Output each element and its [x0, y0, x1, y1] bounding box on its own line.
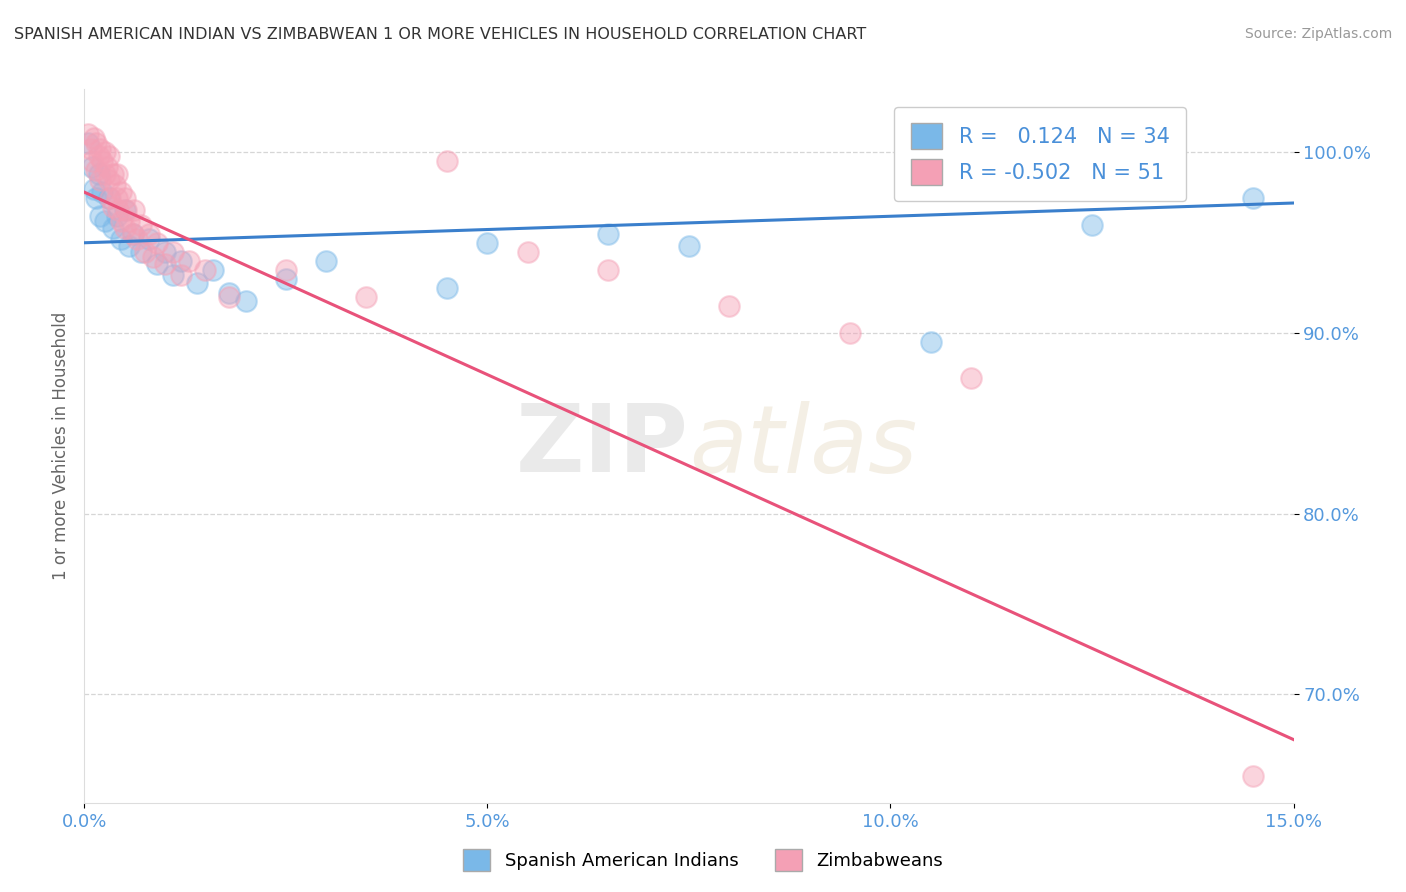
- Point: [218, 290, 240, 304]
- Point: [235, 293, 257, 308]
- Point: [105, 191, 128, 205]
- Point: [960, 371, 983, 385]
- Point: [134, 244, 156, 259]
- Point: [114, 191, 136, 205]
- Point: [598, 227, 620, 241]
- Point: [96, 160, 118, 174]
- Point: [97, 149, 120, 163]
- Point: [114, 221, 136, 235]
- Text: ZIP: ZIP: [516, 400, 689, 492]
- Point: [920, 335, 942, 350]
- Point: [153, 244, 176, 259]
- Point: [83, 181, 105, 195]
- Point: [97, 172, 120, 186]
- Point: [146, 235, 169, 250]
- Point: [194, 263, 217, 277]
- Point: [598, 263, 620, 277]
- Y-axis label: 1 or more Vehicles in Household: 1 or more Vehicles in Household: [52, 312, 70, 580]
- Text: SPANISH AMERICAN INDIAN VS ZIMBABWEAN 1 OR MORE VEHICLES IN HOUSEHOLD CORRELATIO: SPANISH AMERICAN INDIAN VS ZIMBABWEAN 1 …: [14, 27, 866, 42]
- Point: [101, 167, 124, 181]
- Point: [110, 232, 132, 246]
- Point: [678, 239, 700, 253]
- Point: [138, 232, 160, 246]
- Point: [82, 154, 104, 169]
- Point: [202, 263, 225, 277]
- Point: [104, 178, 127, 192]
- Point: [1241, 769, 1264, 783]
- Point: [186, 276, 208, 290]
- Point: [114, 203, 136, 218]
- Point: [89, 209, 111, 223]
- Point: [436, 154, 458, 169]
- Point: [93, 145, 115, 160]
- Point: [118, 214, 141, 228]
- Point: [516, 244, 538, 259]
- Point: [77, 128, 100, 142]
- Text: Source: ZipAtlas.com: Source: ZipAtlas.com: [1244, 27, 1392, 41]
- Point: [86, 163, 108, 178]
- Point: [110, 214, 132, 228]
- Point: [121, 227, 143, 241]
- Point: [86, 136, 108, 151]
- Point: [77, 136, 100, 151]
- Point: [91, 185, 114, 199]
- Point: [162, 268, 184, 283]
- Point: [162, 244, 184, 259]
- Point: [477, 235, 499, 250]
- Point: [129, 244, 152, 259]
- Point: [124, 203, 146, 218]
- Point: [87, 149, 110, 163]
- Point: [179, 253, 201, 268]
- Point: [83, 131, 105, 145]
- Point: [170, 268, 193, 283]
- Text: atlas: atlas: [689, 401, 917, 491]
- Point: [1241, 191, 1264, 205]
- Point: [110, 185, 132, 199]
- Point: [89, 172, 111, 186]
- Point: [98, 191, 121, 205]
- Point: [218, 286, 240, 301]
- Point: [274, 263, 297, 277]
- Point: [86, 191, 108, 205]
- Point: [101, 221, 124, 235]
- Point: [1081, 218, 1104, 232]
- Point: [105, 167, 128, 181]
- Point: [80, 142, 103, 156]
- Point: [101, 200, 124, 214]
- Point: [89, 142, 111, 156]
- Point: [274, 272, 297, 286]
- Point: [87, 167, 110, 181]
- Point: [93, 167, 115, 181]
- Point: [129, 218, 152, 232]
- Point: [107, 203, 129, 218]
- Point: [138, 227, 160, 241]
- Point: [121, 227, 143, 241]
- Point: [436, 281, 458, 295]
- Point: [97, 191, 120, 205]
- Point: [93, 214, 115, 228]
- Point: [146, 257, 169, 271]
- Point: [115, 203, 138, 218]
- Point: [105, 209, 128, 223]
- Point: [91, 154, 114, 169]
- Point: [118, 239, 141, 253]
- Point: [82, 160, 104, 174]
- Point: [718, 299, 741, 313]
- Point: [170, 253, 193, 268]
- Point: [839, 326, 862, 340]
- Point: [125, 232, 148, 246]
- Point: [153, 257, 176, 271]
- Legend: R =   0.124   N = 34, R = -0.502   N = 51: R = 0.124 N = 34, R = -0.502 N = 51: [894, 107, 1187, 202]
- Legend: Spanish American Indians, Zimbabweans: Spanish American Indians, Zimbabweans: [456, 842, 950, 879]
- Point: [315, 253, 337, 268]
- Point: [142, 250, 165, 264]
- Point: [356, 290, 378, 304]
